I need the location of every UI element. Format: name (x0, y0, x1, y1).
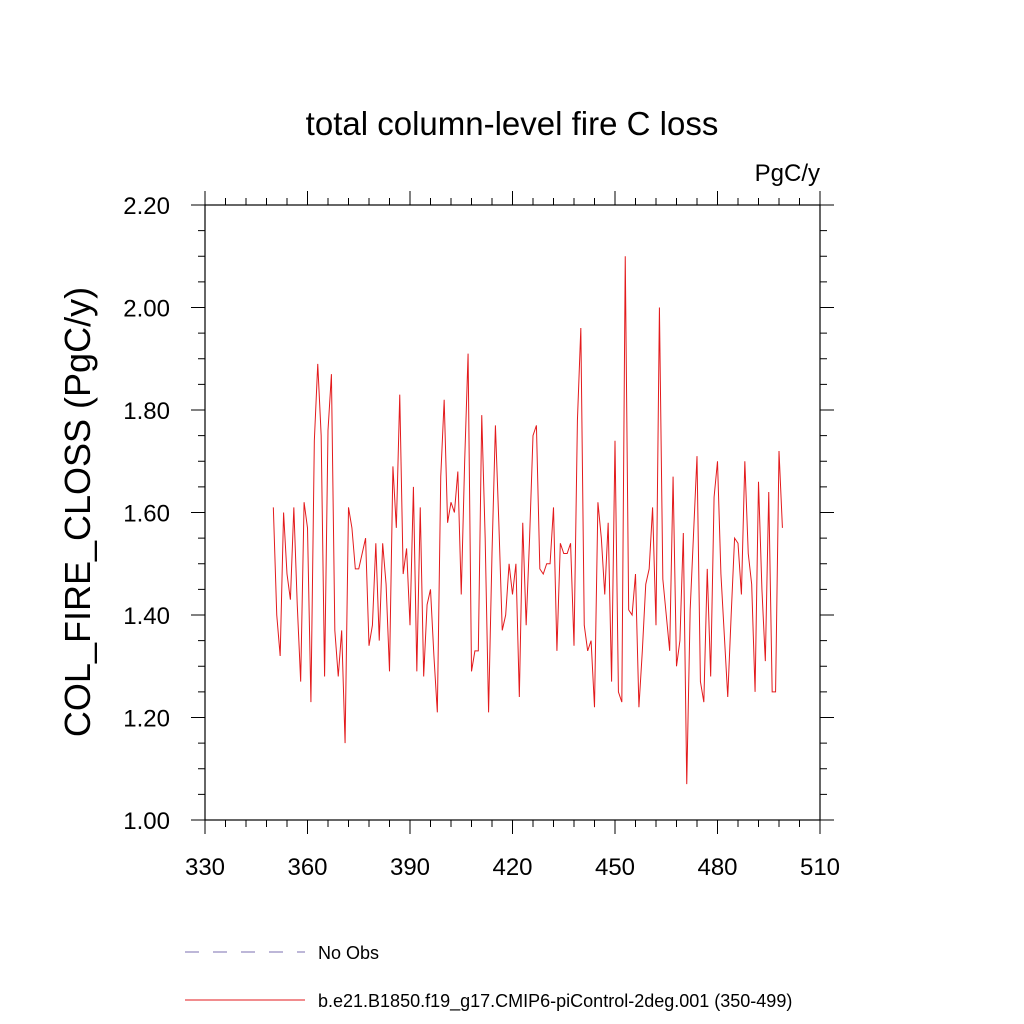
y-tick-label: 1.20 (123, 706, 170, 733)
y-tick-labels: 1.00 1.20 1.40 1.60 1.80 2.00 2.20 (123, 193, 170, 835)
x-tick-label: 420 (492, 854, 532, 881)
x-tick-labels: 330 360 390 420 450 480 510 (185, 854, 840, 881)
x-tick-label: 450 (595, 854, 635, 881)
y-axis-title: COL_FIRE_CLOSS (PgC/y) (57, 287, 98, 737)
plot-frame (204, 204, 821, 821)
chart-title: total column-level fire C loss (306, 105, 719, 142)
y-tick-label: 1.00 (123, 808, 170, 835)
x-tick-label: 330 (185, 854, 225, 881)
y-tick-label: 1.60 (123, 501, 170, 528)
axis-ticks (191, 191, 834, 834)
y-tick-label: 1.40 (123, 603, 170, 630)
y-tick-label: 2.20 (123, 193, 170, 220)
x-tick-label: 480 (697, 854, 737, 881)
legend-label-no-obs: No Obs (318, 943, 379, 963)
legend: No Obs b.e21.B1850.f19_g17.CMIP6-piContr… (185, 943, 792, 1012)
units-label: PgC/y (755, 160, 820, 187)
x-tick-label: 360 (287, 854, 327, 881)
x-tick-label: 390 (390, 854, 430, 881)
y-tick-label: 1.80 (123, 398, 170, 425)
y-tick-label: 2.00 (123, 296, 170, 323)
series-layer (272, 256, 783, 785)
series-line-0 (272, 256, 783, 785)
legend-label-control-run: b.e21.B1850.f19_g17.CMIP6-piControl-2deg… (318, 991, 792, 1012)
x-tick-label: 510 (800, 854, 840, 881)
